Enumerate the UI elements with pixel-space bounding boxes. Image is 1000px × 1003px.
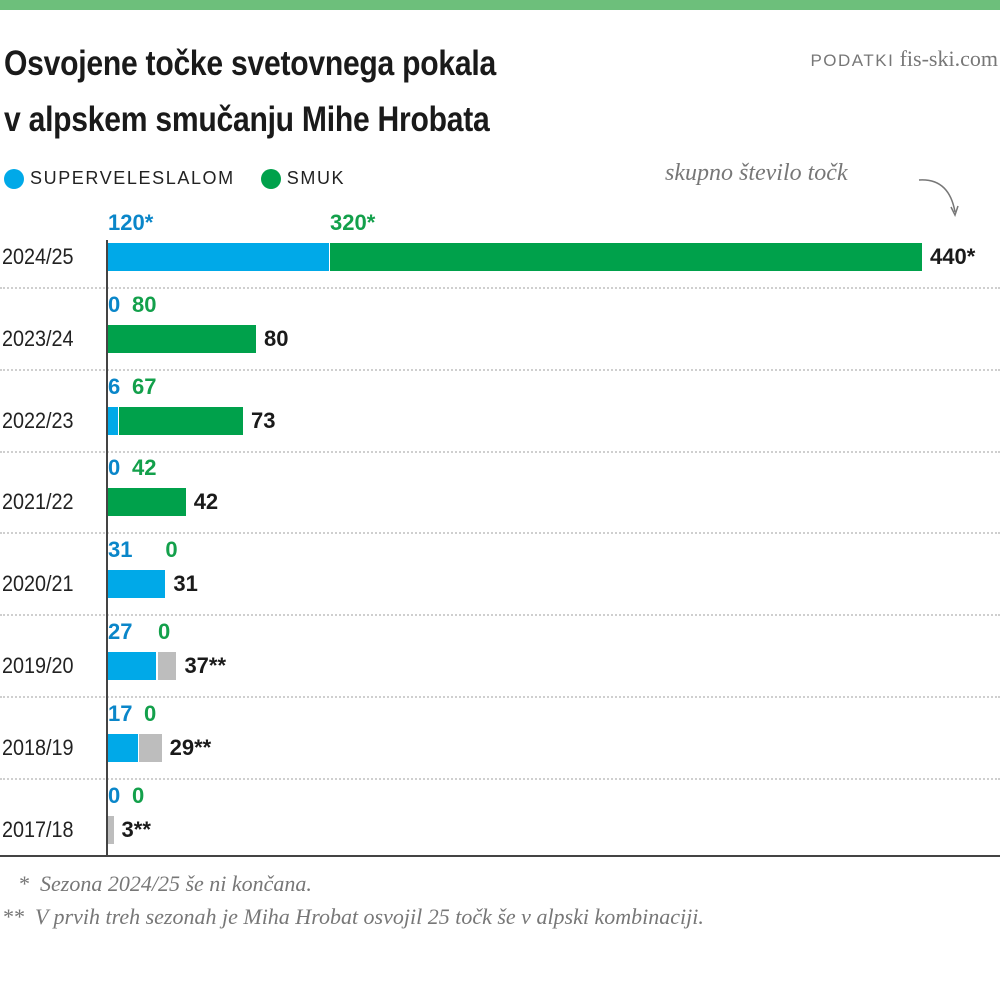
source-label: PODATKI <box>810 51 895 70</box>
chart-title: Osvojene točke svetovnega pokala v alpsk… <box>4 36 496 148</box>
total-value-label: 37** <box>184 653 227 678</box>
footnote-2: ** V prvih treh sezonah je Miha Hrobat o… <box>2 904 704 930</box>
legend-label: SMUK <box>286 168 346 188</box>
season-label: 2023/24 <box>2 325 74 351</box>
downhill-value-label: 0 <box>157 619 171 644</box>
row-separator <box>0 450 1000 453</box>
curved-arrow-icon <box>918 179 959 217</box>
legend-dot-icon <box>260 168 281 189</box>
legend-item-super-g: SUPERVELESLALOM <box>4 168 235 189</box>
footnote-text: V prvih treh sezonah je Miha Hrobat osvo… <box>35 904 704 929</box>
season-label: 2019/20 <box>2 653 74 678</box>
legend-dot-icon <box>4 168 24 189</box>
season-label: 2024/25 <box>2 244 74 269</box>
season-label: 2017/18 <box>2 816 74 842</box>
title-line-2: v alpskem smučanju Mihe Hrobata <box>4 100 490 139</box>
bar-segment <box>108 243 329 271</box>
bar-segment <box>157 652 177 680</box>
season-label: 2018/19 <box>2 734 74 760</box>
row-separator <box>0 368 1000 371</box>
row-separator <box>0 532 1000 535</box>
total-value-label: 29** <box>169 734 212 760</box>
total-value-label: 42 <box>193 489 219 515</box>
total-value-label: 3** <box>121 816 151 842</box>
season-label: 2020/21 <box>2 571 74 597</box>
bar-segment <box>108 733 138 762</box>
footnote-marker: * <box>18 871 29 896</box>
footnote-text: Sezona 2024/25 še ni končana. <box>40 871 312 896</box>
total-value-label: 440* <box>930 244 976 269</box>
row-separator <box>0 777 1000 780</box>
legend: SUPERVELESLALOM SMUK <box>4 168 371 189</box>
x-axis-line <box>0 855 1000 857</box>
downhill-value-label: 67 <box>132 373 157 399</box>
total-value-label: 73 <box>251 407 276 433</box>
legend-label: SUPERVELESLALOM <box>30 168 235 188</box>
super-g-value-label: 27 <box>108 619 133 644</box>
bar-segment <box>119 406 244 435</box>
downhill-value-label: 42 <box>132 455 157 481</box>
title-line-1: Osvojene točke svetovnega pokala <box>4 44 496 83</box>
bar-segment <box>108 815 114 844</box>
bar-segment <box>108 570 166 599</box>
super-g-value-label: 0 <box>108 782 121 808</box>
accent-bar <box>0 0 1000 10</box>
total-value-label: 31 <box>173 571 198 597</box>
bar-segment <box>108 324 256 353</box>
bar-segment <box>108 488 186 517</box>
super-g-value-label: 0 <box>108 455 121 481</box>
y-axis-line <box>106 240 108 857</box>
super-g-value-label: 6 <box>108 373 121 399</box>
super-g-value-label: 120* <box>108 210 154 235</box>
bar-segment <box>108 652 157 680</box>
legend-item-downhill: SMUK <box>260 168 346 189</box>
total-annotation: skupno število točk <box>665 160 848 186</box>
downhill-value-label: 0 <box>132 782 145 808</box>
bar-segment <box>330 243 922 271</box>
row-separator <box>0 614 1000 617</box>
downhill-value-label: 320* <box>330 210 376 235</box>
row-separator <box>0 287 1000 289</box>
super-g-value-label: 0 <box>108 291 121 317</box>
downhill-value-label: 0 <box>144 700 157 726</box>
downhill-value-label: 0 <box>165 537 178 563</box>
source: PODATKI fis-ski.com <box>810 46 998 72</box>
downhill-value-label: 80 <box>132 291 157 317</box>
source-value: fis-ski.com <box>899 46 998 71</box>
bar-segment <box>108 406 118 435</box>
season-label: 2022/23 <box>2 407 74 433</box>
footnote-marker: ** <box>2 904 24 929</box>
super-g-value-label: 17 <box>108 700 133 726</box>
bar-segment <box>139 733 162 762</box>
total-value-label: 80 <box>264 325 289 351</box>
row-separator <box>0 696 1000 698</box>
footnote-1: * Sezona 2024/25 še ni končana. <box>18 871 312 897</box>
season-label: 2021/22 <box>2 489 74 515</box>
super-g-value-label: 31 <box>108 537 133 563</box>
